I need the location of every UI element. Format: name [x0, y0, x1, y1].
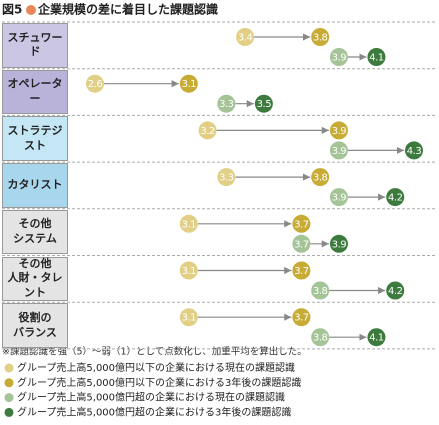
dot — [217, 168, 236, 187]
value-label: 3.9 — [332, 53, 347, 64]
value-label: 3.3 — [219, 173, 234, 184]
value-label: 3.1 — [182, 313, 197, 324]
dot — [405, 141, 423, 160]
dot — [179, 214, 198, 233]
category-label: カタリスト — [2, 163, 68, 208]
dot — [292, 234, 311, 253]
dot — [311, 168, 330, 187]
dot — [311, 28, 330, 46]
category-label: 役割の バランス — [2, 303, 68, 348]
legend-swatch — [4, 393, 14, 403]
value-label: 3.8 — [313, 286, 328, 297]
category-label: ストラテジスト — [2, 116, 68, 162]
value-label: 2.6 — [88, 79, 103, 90]
value-label: 4.3 — [407, 146, 422, 157]
value-label: 3.9 — [332, 239, 347, 250]
value-label: 3.2 — [200, 126, 215, 137]
dot — [311, 328, 330, 347]
dot — [179, 74, 198, 93]
legend-label: グループ売上高5,000億円以下の企業における3年後の課題認識 — [17, 376, 301, 389]
legend-label: グループ売上高5,000億円超の企業における3年後の課題認識 — [17, 405, 291, 418]
value-label: 3.1 — [182, 266, 197, 277]
legend-swatch — [4, 407, 14, 417]
dot — [386, 281, 405, 300]
value-label: 3.8 — [313, 33, 328, 44]
value-label: 4.1 — [369, 333, 384, 344]
dot — [198, 121, 217, 140]
dot — [367, 48, 386, 66]
value-label: 3.7 — [294, 266, 309, 277]
dot — [386, 188, 405, 207]
value-label: 3.1 — [182, 219, 197, 230]
value-label: 3.7 — [294, 219, 309, 230]
dot — [254, 94, 273, 113]
value-label: 3.8 — [313, 173, 328, 184]
value-label: 3.5 — [257, 99, 272, 110]
value-label: 3.1 — [182, 79, 197, 90]
value-label: 3.4 — [238, 33, 253, 44]
value-label: 3.3 — [219, 99, 234, 110]
dot — [329, 121, 348, 140]
figure-label: 図5 — [2, 3, 22, 17]
dot — [86, 74, 104, 93]
dot — [311, 281, 330, 300]
dot — [217, 94, 236, 113]
dot — [236, 28, 255, 46]
dot — [329, 188, 348, 207]
value-label: 3.9 — [332, 193, 347, 204]
value-label: 3.7 — [294, 313, 309, 324]
value-label: 3.9 — [332, 146, 347, 157]
dot — [329, 48, 348, 66]
dot — [179, 308, 198, 327]
category-label: その他 人財・タレント — [2, 256, 68, 302]
title-dot — [26, 5, 36, 15]
dot — [292, 261, 311, 280]
dot — [179, 261, 198, 280]
dot — [367, 328, 386, 347]
dot — [329, 234, 348, 253]
category-label: その他 システム — [2, 209, 68, 255]
value-label: 4.2 — [388, 286, 403, 297]
dot — [292, 214, 311, 233]
dot — [329, 141, 348, 160]
category-label: オペレーター — [2, 69, 68, 115]
value-label: 3.8 — [313, 333, 328, 344]
value-label: 3.9 — [332, 126, 347, 137]
legend-label: グループ売上高5,000億円以下の企業における現在の課題認識 — [17, 361, 295, 374]
value-label: 4.2 — [388, 193, 403, 204]
legend-label: グループ売上高5,000億円超の企業における現在の課題認識 — [17, 391, 285, 404]
value-label: 3.7 — [294, 239, 309, 250]
dot — [292, 308, 311, 327]
chart-title: 企業規模の差に着目した課題認識 — [37, 2, 218, 17]
category-label: スチュワード — [2, 23, 68, 68]
legend-swatch — [4, 363, 14, 373]
legend-swatch — [4, 378, 14, 388]
value-label: 4.1 — [369, 53, 384, 64]
